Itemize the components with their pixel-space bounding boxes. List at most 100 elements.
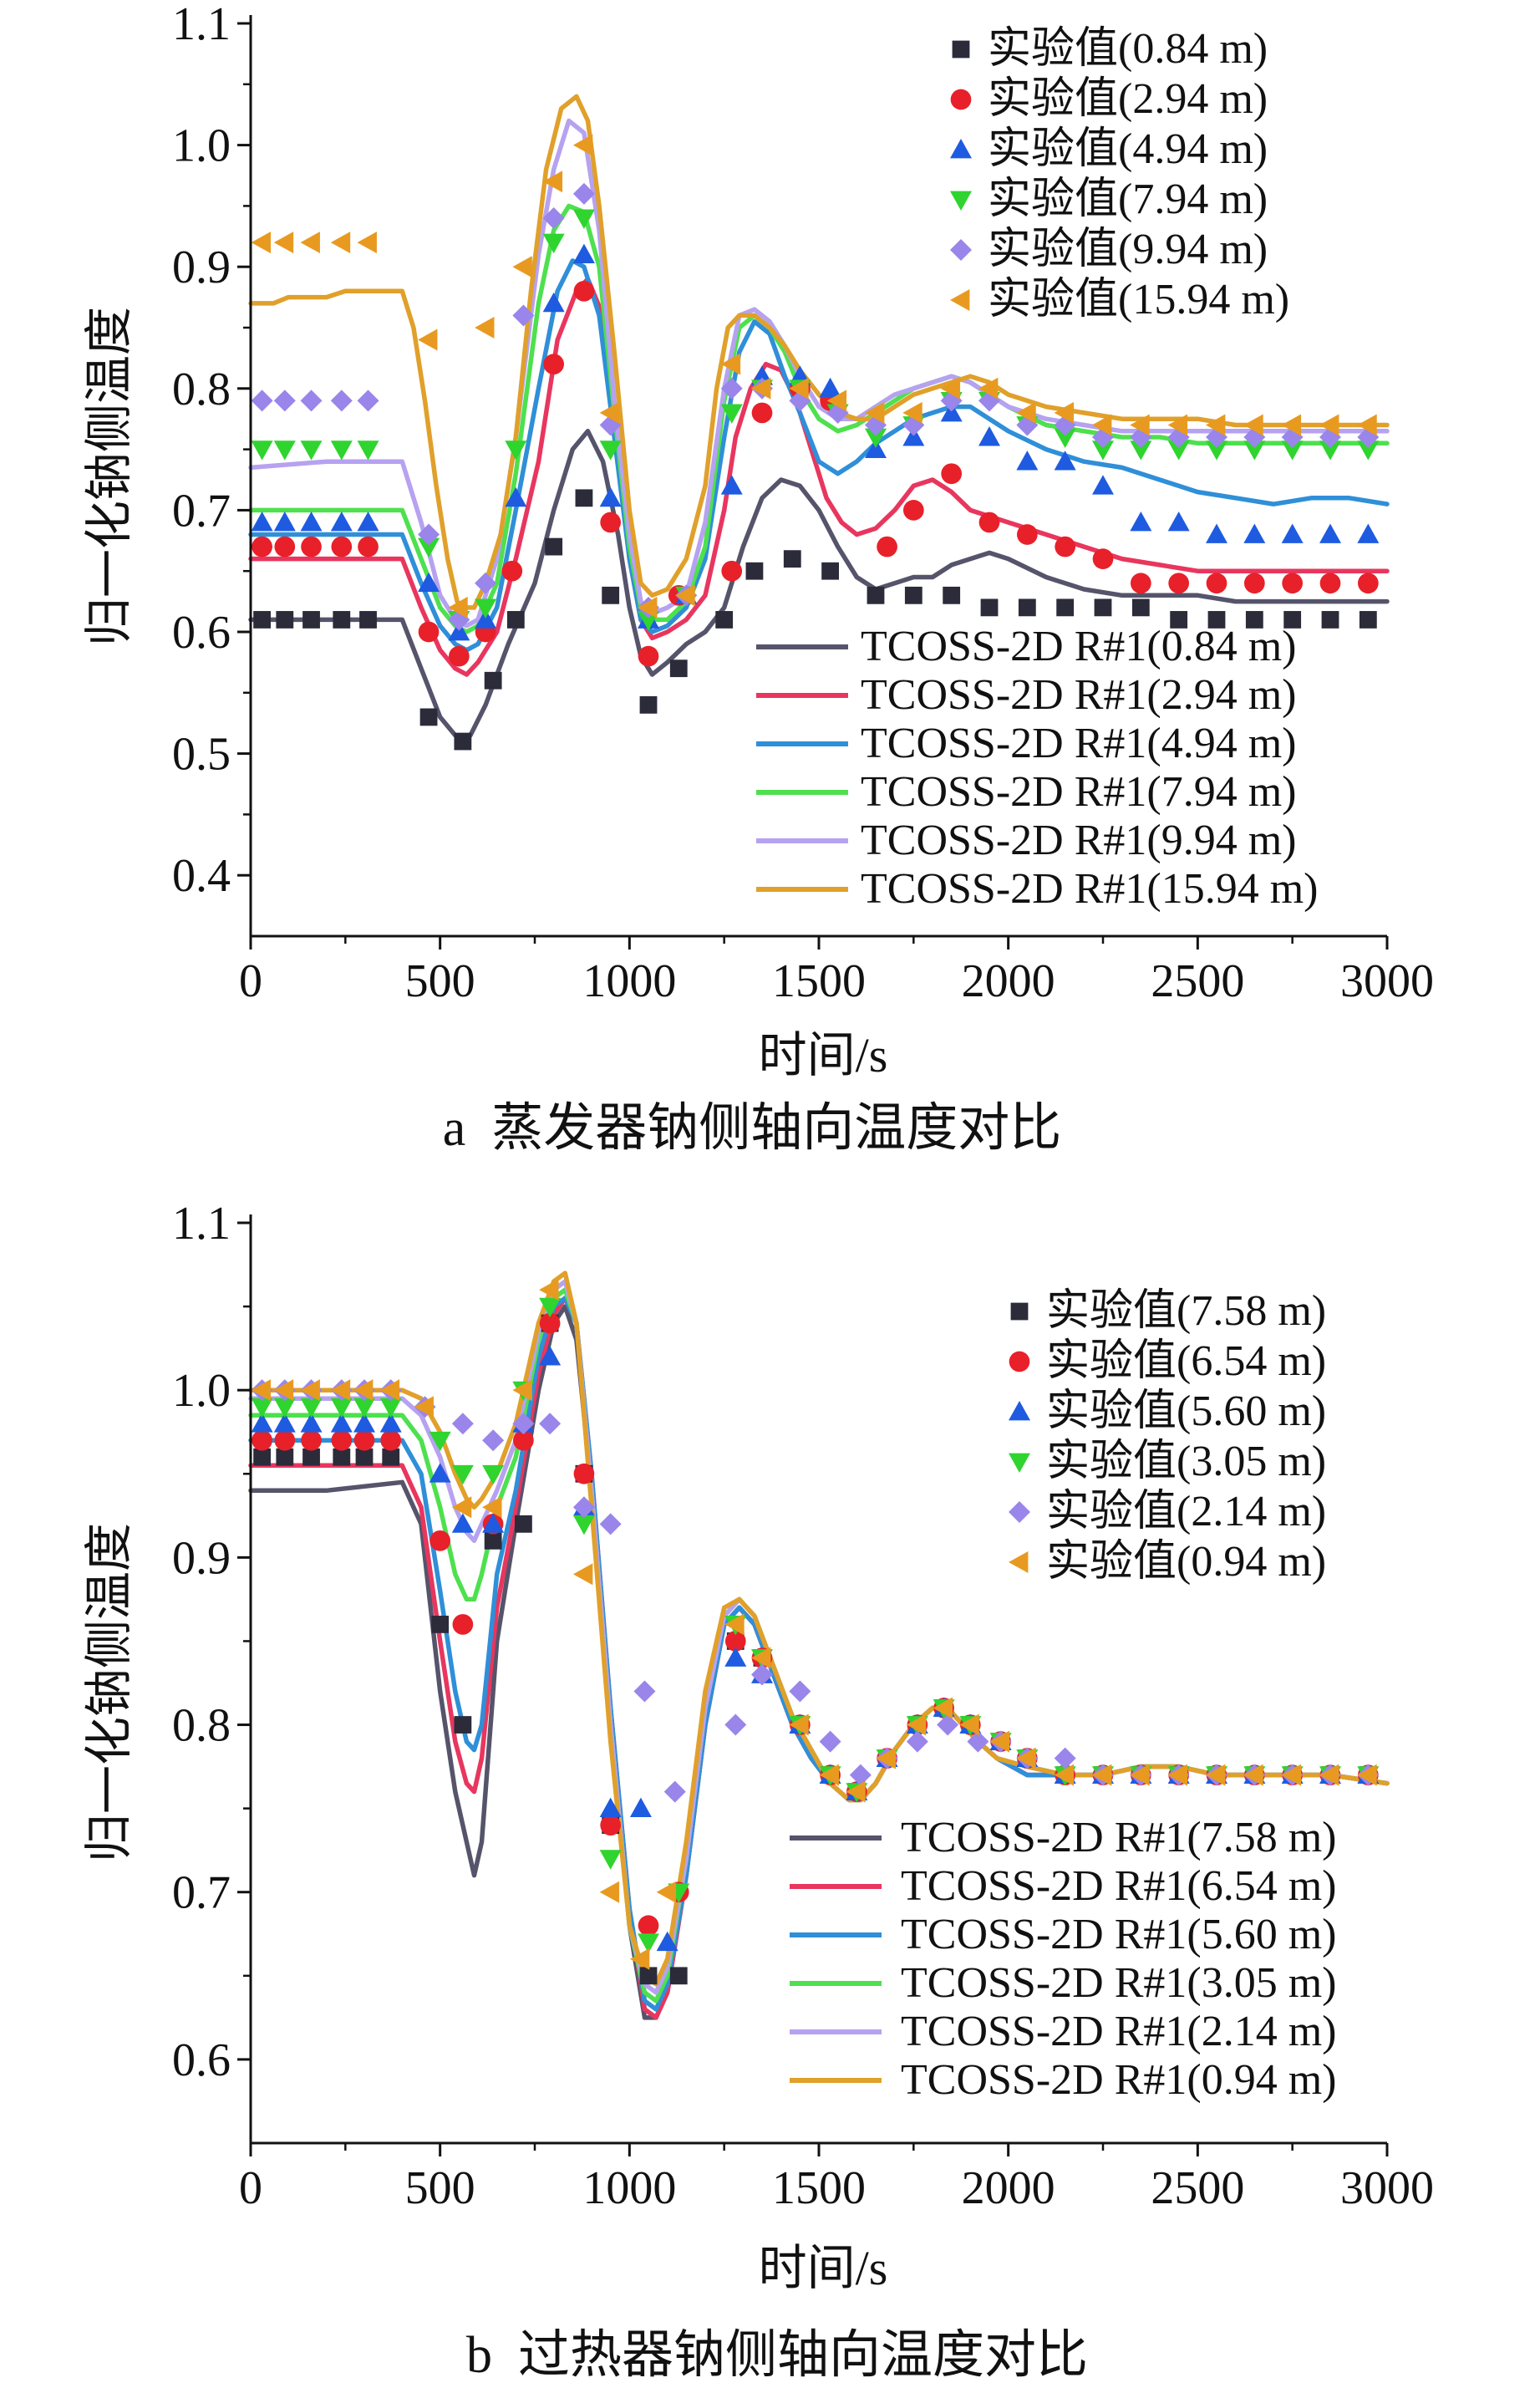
data-point <box>865 438 887 458</box>
data-point <box>724 1713 747 1736</box>
data-point <box>599 401 620 424</box>
data-point <box>789 1713 809 1736</box>
data-point <box>721 560 743 582</box>
data-point <box>1245 611 1263 629</box>
data-point <box>355 1448 374 1466</box>
data-point <box>639 1967 658 1985</box>
data-point <box>273 511 296 532</box>
data-point <box>353 1398 375 1418</box>
legend-marker <box>950 139 972 159</box>
data-point <box>1357 573 1379 594</box>
data-point <box>484 671 502 690</box>
data-point <box>301 1429 322 1451</box>
data-point <box>1094 598 1112 617</box>
x-tick-label: 500 <box>405 2162 475 2214</box>
data-point <box>273 1413 296 1433</box>
legend-label: 实验值(0.94 m) <box>1046 1538 1326 1586</box>
data-point <box>300 1413 323 1433</box>
data-point <box>513 1429 534 1451</box>
data-point <box>1054 401 1075 424</box>
data-point <box>902 500 924 521</box>
x-tick-label: 0 <box>239 955 262 1007</box>
data-point <box>512 1413 535 1435</box>
legend-marker <box>1009 1501 1030 1523</box>
y-tick-label: 0.8 <box>172 1700 231 1752</box>
data-point <box>751 377 771 400</box>
data-point <box>1319 573 1341 594</box>
data-point <box>720 404 743 424</box>
data-point <box>751 1663 773 1686</box>
y-tick-label: 0.7 <box>172 485 231 537</box>
data-point <box>1357 414 1377 436</box>
data-point <box>543 354 565 375</box>
data-point <box>720 377 743 400</box>
data-point <box>656 1881 677 1903</box>
data-point <box>273 389 296 412</box>
data-point <box>251 232 271 254</box>
data-point <box>380 1429 402 1451</box>
data-point <box>379 1379 400 1402</box>
data-point <box>539 1279 559 1301</box>
data-point <box>448 645 470 667</box>
data-point <box>720 475 743 495</box>
data-point <box>1054 451 1076 471</box>
data-point <box>379 1398 402 1418</box>
data-point <box>484 1531 502 1550</box>
data-point <box>789 377 809 400</box>
data-point <box>353 1379 374 1402</box>
y-tick-label: 0.4 <box>172 850 231 902</box>
data-point <box>1283 611 1302 629</box>
data-point <box>629 1947 650 1970</box>
data-point <box>357 389 379 412</box>
legend-label: 实验值(2.14 m) <box>1046 1488 1326 1535</box>
data-point <box>1243 440 1266 461</box>
legend-label: TCOSS-2D R#1(6.54 m) <box>901 1862 1336 1910</box>
legend-marker <box>950 89 972 110</box>
data-point <box>418 328 438 351</box>
data-point <box>978 377 999 400</box>
data-point <box>1054 1764 1075 1786</box>
series-line <box>248 94 1390 610</box>
data-point <box>1054 428 1076 449</box>
experiment-markers-a <box>251 134 1380 751</box>
model-lines-a <box>248 94 1390 744</box>
data-point <box>980 598 999 617</box>
legend-label: TCOSS-2D R#1(0.84 m) <box>861 623 1296 670</box>
data-point <box>1281 426 1304 449</box>
data-point <box>1282 573 1304 594</box>
series-line <box>248 277 1390 677</box>
data-point <box>274 536 296 558</box>
data-point <box>1243 426 1266 449</box>
data-point <box>382 1448 400 1466</box>
data-point <box>1167 426 1190 449</box>
data-point <box>1130 1764 1150 1786</box>
data-point <box>300 1379 320 1402</box>
data-point <box>633 1680 656 1703</box>
legend-marker <box>950 239 972 261</box>
data-point <box>251 1413 273 1433</box>
data-point <box>669 1967 688 1985</box>
data-point <box>300 1398 323 1418</box>
data-point <box>353 1429 375 1451</box>
data-point <box>821 562 839 580</box>
data-point <box>330 232 351 254</box>
legend-marker <box>1009 1351 1030 1372</box>
legend-label: TCOSS-2D R#1(5.60 m) <box>901 1911 1336 1958</box>
legend-label: TCOSS-2D R#1(15.94 m) <box>861 865 1318 913</box>
data-point <box>429 1431 451 1452</box>
data-point <box>1281 440 1304 461</box>
data-point <box>600 1815 622 1836</box>
data-point <box>251 440 273 461</box>
data-point <box>906 1713 927 1736</box>
data-point <box>253 1448 271 1466</box>
y-tick-label: 0.8 <box>172 364 231 415</box>
data-point <box>330 1413 353 1433</box>
data-point <box>1016 1747 1036 1769</box>
data-point <box>251 1379 271 1402</box>
legend-label: 实验值(0.84 m) <box>988 25 1268 73</box>
data-point <box>638 645 659 667</box>
data-point <box>1243 414 1263 436</box>
data-point <box>1207 611 1226 629</box>
data-point <box>902 401 922 424</box>
data-point <box>572 182 595 205</box>
